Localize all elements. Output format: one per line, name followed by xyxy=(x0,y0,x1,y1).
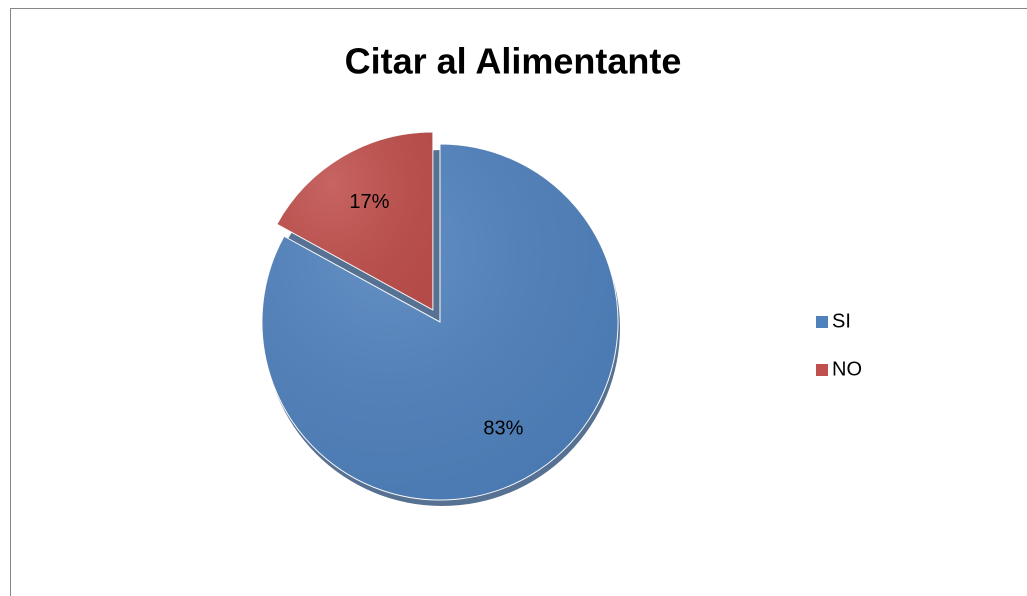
legend-label: SI xyxy=(832,310,851,332)
data-label: 83% xyxy=(483,418,523,440)
data-label: 17% xyxy=(349,191,389,213)
legend-swatch xyxy=(816,316,828,328)
pie-slice-shade xyxy=(276,131,433,310)
chart-title: Citar al Alimentante xyxy=(345,41,682,82)
legend-swatch xyxy=(816,364,828,376)
legend-label: NO xyxy=(832,358,862,380)
pie-slice-shade xyxy=(262,144,619,500)
